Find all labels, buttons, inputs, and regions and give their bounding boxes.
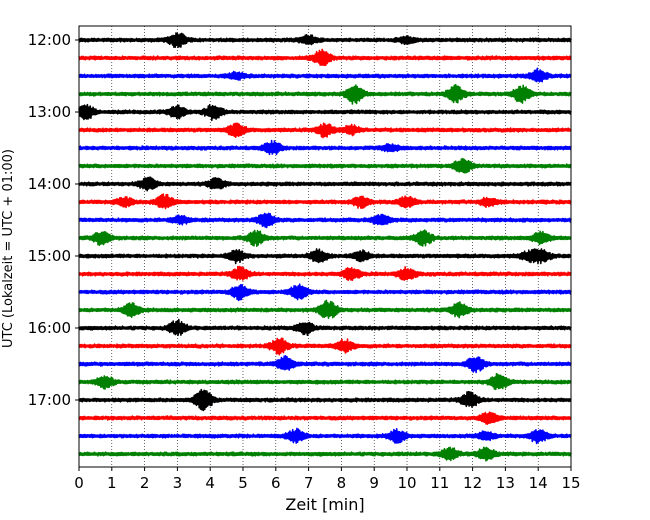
x-tick-label: 1 xyxy=(107,474,117,492)
seismogram-trace xyxy=(78,318,572,336)
seismogram-trace xyxy=(78,446,572,462)
seismogram-trace xyxy=(78,83,572,105)
seismogram-trace xyxy=(78,122,572,139)
x-tick-label: 7 xyxy=(304,474,314,492)
x-tick-label: 6 xyxy=(271,474,281,492)
seismogram-trace xyxy=(78,299,572,319)
seismogram-traces xyxy=(78,32,572,462)
y-tick-label: 13:00 xyxy=(28,103,71,121)
y-axis-label: UTC (Lokalzeit = UTC + 01:00) xyxy=(1,149,16,348)
x-axis-label: Zeit [min] xyxy=(285,495,364,514)
seismogram-trace xyxy=(78,176,572,192)
seismogram-trace xyxy=(78,283,572,302)
x-tick-label: 14 xyxy=(529,474,548,492)
seismogram-trace xyxy=(78,139,572,156)
plot-frame xyxy=(78,25,572,468)
seismogram-trace xyxy=(78,265,572,282)
seismogram-trace xyxy=(78,388,572,412)
seismogram-trace xyxy=(78,411,572,426)
x-tick-label: 4 xyxy=(205,474,215,492)
x-axis-ticks: 0 1 2 3 4 5 6 7 8 9 10 11 12 13 14 15 xyxy=(74,467,581,492)
seismogram-trace xyxy=(78,193,572,210)
x-tick-label: 12 xyxy=(463,474,482,492)
y-tick-label: 17:00 xyxy=(28,391,71,409)
y-tick-label: 16:00 xyxy=(28,319,71,337)
y-tick-label: 12:00 xyxy=(28,31,71,49)
seismogram-trace xyxy=(78,103,572,122)
x-tick-label: 13 xyxy=(496,474,515,492)
x-tick-label: 2 xyxy=(140,474,150,492)
x-tick-label: 8 xyxy=(337,474,347,492)
x-tick-label: 10 xyxy=(397,474,416,492)
seismogram-trace xyxy=(78,355,572,374)
x-tick-label: 3 xyxy=(173,474,183,492)
x-tick-label: 9 xyxy=(369,474,379,492)
seismogram-trace xyxy=(78,337,572,356)
seismogram-trace xyxy=(78,67,572,83)
x-tick-label: 15 xyxy=(561,474,580,492)
x-tick-label: 11 xyxy=(430,474,449,492)
seismogram-trace xyxy=(78,157,572,174)
y-tick-label: 14:00 xyxy=(28,175,71,193)
seismogram-trace xyxy=(78,48,572,67)
x-tick-label: 5 xyxy=(238,474,248,492)
y-axis-ticks: 12:00 13:00 14:00 15:00 16:00 17:00 xyxy=(28,31,79,409)
x-tick-label: 0 xyxy=(74,474,84,492)
seismogram-trace xyxy=(78,212,572,229)
seismogram-trace xyxy=(78,248,572,265)
seismogram-trace xyxy=(78,32,572,49)
seismogram-trace xyxy=(78,229,572,247)
seismogram-trace xyxy=(78,427,572,445)
seismogram-trace xyxy=(78,372,572,391)
y-tick-label: 15:00 xyxy=(28,247,71,265)
